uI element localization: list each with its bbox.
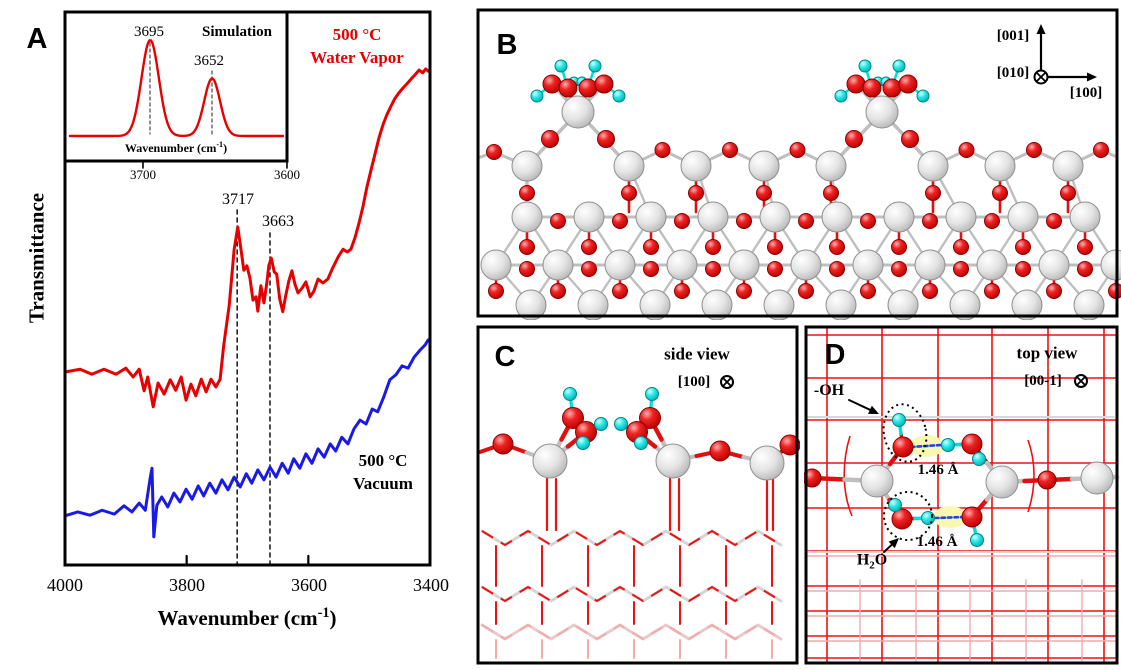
peak-3717-label: 3717 [222,191,254,209]
panel-c-letter: C [494,341,516,374]
top-view-label: top view [1016,343,1078,363]
x-axis-label-sup: -1 [317,604,330,621]
panel-b-letter: B [496,29,518,62]
axis-100-label: [100] [1069,84,1103,101]
x-tick-3400: 3400 [413,575,449,596]
x-axis-label-post: ) [329,605,337,630]
panel-a-letter: A [26,23,48,56]
inset-x-axis-label-sup: -1 [216,139,224,149]
water-vapor-series-label-line2: Water Vapor [310,48,404,67]
inset-peak2-label: 3652 [194,52,224,69]
side-view-label: side view [664,344,730,364]
inset-x-axis-label-pre: Wavenumber (cm [124,140,217,155]
distance-label-1: 1.46 Å [917,461,959,478]
panel-c-structure-sideview [476,325,800,665]
water-vapor-series-label-line1: 500 °C [332,25,382,44]
x-axis-label: Wavenumber (cm-1) [157,604,337,630]
panel-b-structure-side [476,8,1121,320]
water-annotation-post: O [874,551,888,569]
y-axis-label: Transmittance [24,192,49,324]
inset-peak1-label: 3695 [134,23,164,40]
axis-010-label: [010] [996,64,1030,81]
side-view-axis-label: [100] [677,373,711,390]
inset-x-axis-label: Wavenumber (cm-1) [124,139,228,155]
panel-d-letter: D [824,339,846,372]
water-annotation-sub: 2 [869,559,875,572]
water-vapor-series-label: 500 °C Water Vapor [310,23,404,69]
inset-title: Simulation [201,23,273,40]
inset-tick-3700: 3700 [130,166,156,182]
panel-a-spectrum-plot [63,10,432,567]
distance-label-2: 1.46 Å [916,533,958,550]
vacuum-series-label-line1: 500 °C [358,451,408,470]
panel-d-structure-topview [804,325,1120,665]
x-axis-label-pre: Wavenumber (cm [157,605,318,630]
vacuum-series-label-line2: Vacuum [353,474,413,493]
x-tick-3600: 3600 [291,575,327,596]
water-annotation: H2O [857,551,887,572]
x-tick-4000: 4000 [47,575,83,596]
peak-3663-label: 3663 [262,213,294,231]
axis-001-label: [001] [996,27,1030,44]
inset-tick-3600: 3600 [274,166,300,182]
inset-x-axis-label-post: ) [223,140,228,155]
water-annotation-pre: H [856,551,870,569]
vacuum-series-label: 500 °C Vacuum [353,449,413,495]
x-tick-3800: 3800 [169,575,205,596]
hydroxyl-annotation: -OH [813,382,845,400]
top-view-axis-label: [00-1] [1024,372,1062,389]
